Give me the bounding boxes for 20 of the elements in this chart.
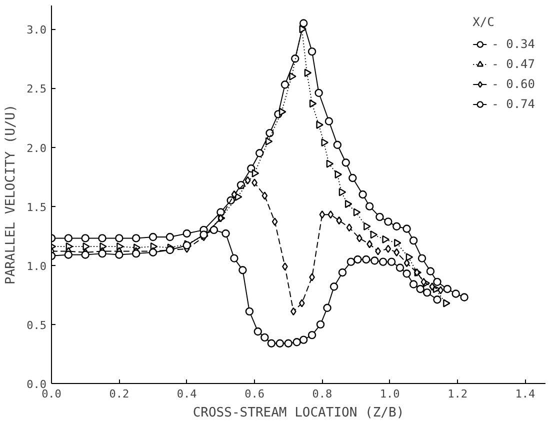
x-tick-label: 0.8 <box>312 388 332 400</box>
y-tick-label: 2.0 <box>26 142 47 155</box>
x-tick-label: 0.6 <box>244 388 264 400</box>
y-tick-label: 1.5 <box>26 200 47 214</box>
legend-label: - 0.60 <box>492 77 535 91</box>
x-tick-label: 1.4 <box>515 388 536 400</box>
legend-label: - 0.47 <box>492 57 535 71</box>
y-tick-label: 0.5 <box>26 318 47 332</box>
x-tick-label: 0.4 <box>176 388 198 400</box>
y-tick-label: 1.0 <box>26 260 47 273</box>
x-axis-title: CROSS-STREAM LOCATION (Z/B) <box>192 406 404 420</box>
x-tick-label: 0.2 <box>109 388 130 400</box>
legend-label: - 0.74 <box>492 97 535 111</box>
legend-title: X/C <box>472 15 496 29</box>
y-axis-title: PARALLEL VELOCITY (U/U) <box>4 104 19 285</box>
x-tick-label: 1.2 <box>448 388 468 400</box>
legend-label: - 0.34 <box>492 37 535 51</box>
y-tick-label: 2.5 <box>26 82 47 96</box>
y-tick-label: 3.0 <box>26 24 47 37</box>
x-tick-label: 1.0 <box>380 388 400 400</box>
